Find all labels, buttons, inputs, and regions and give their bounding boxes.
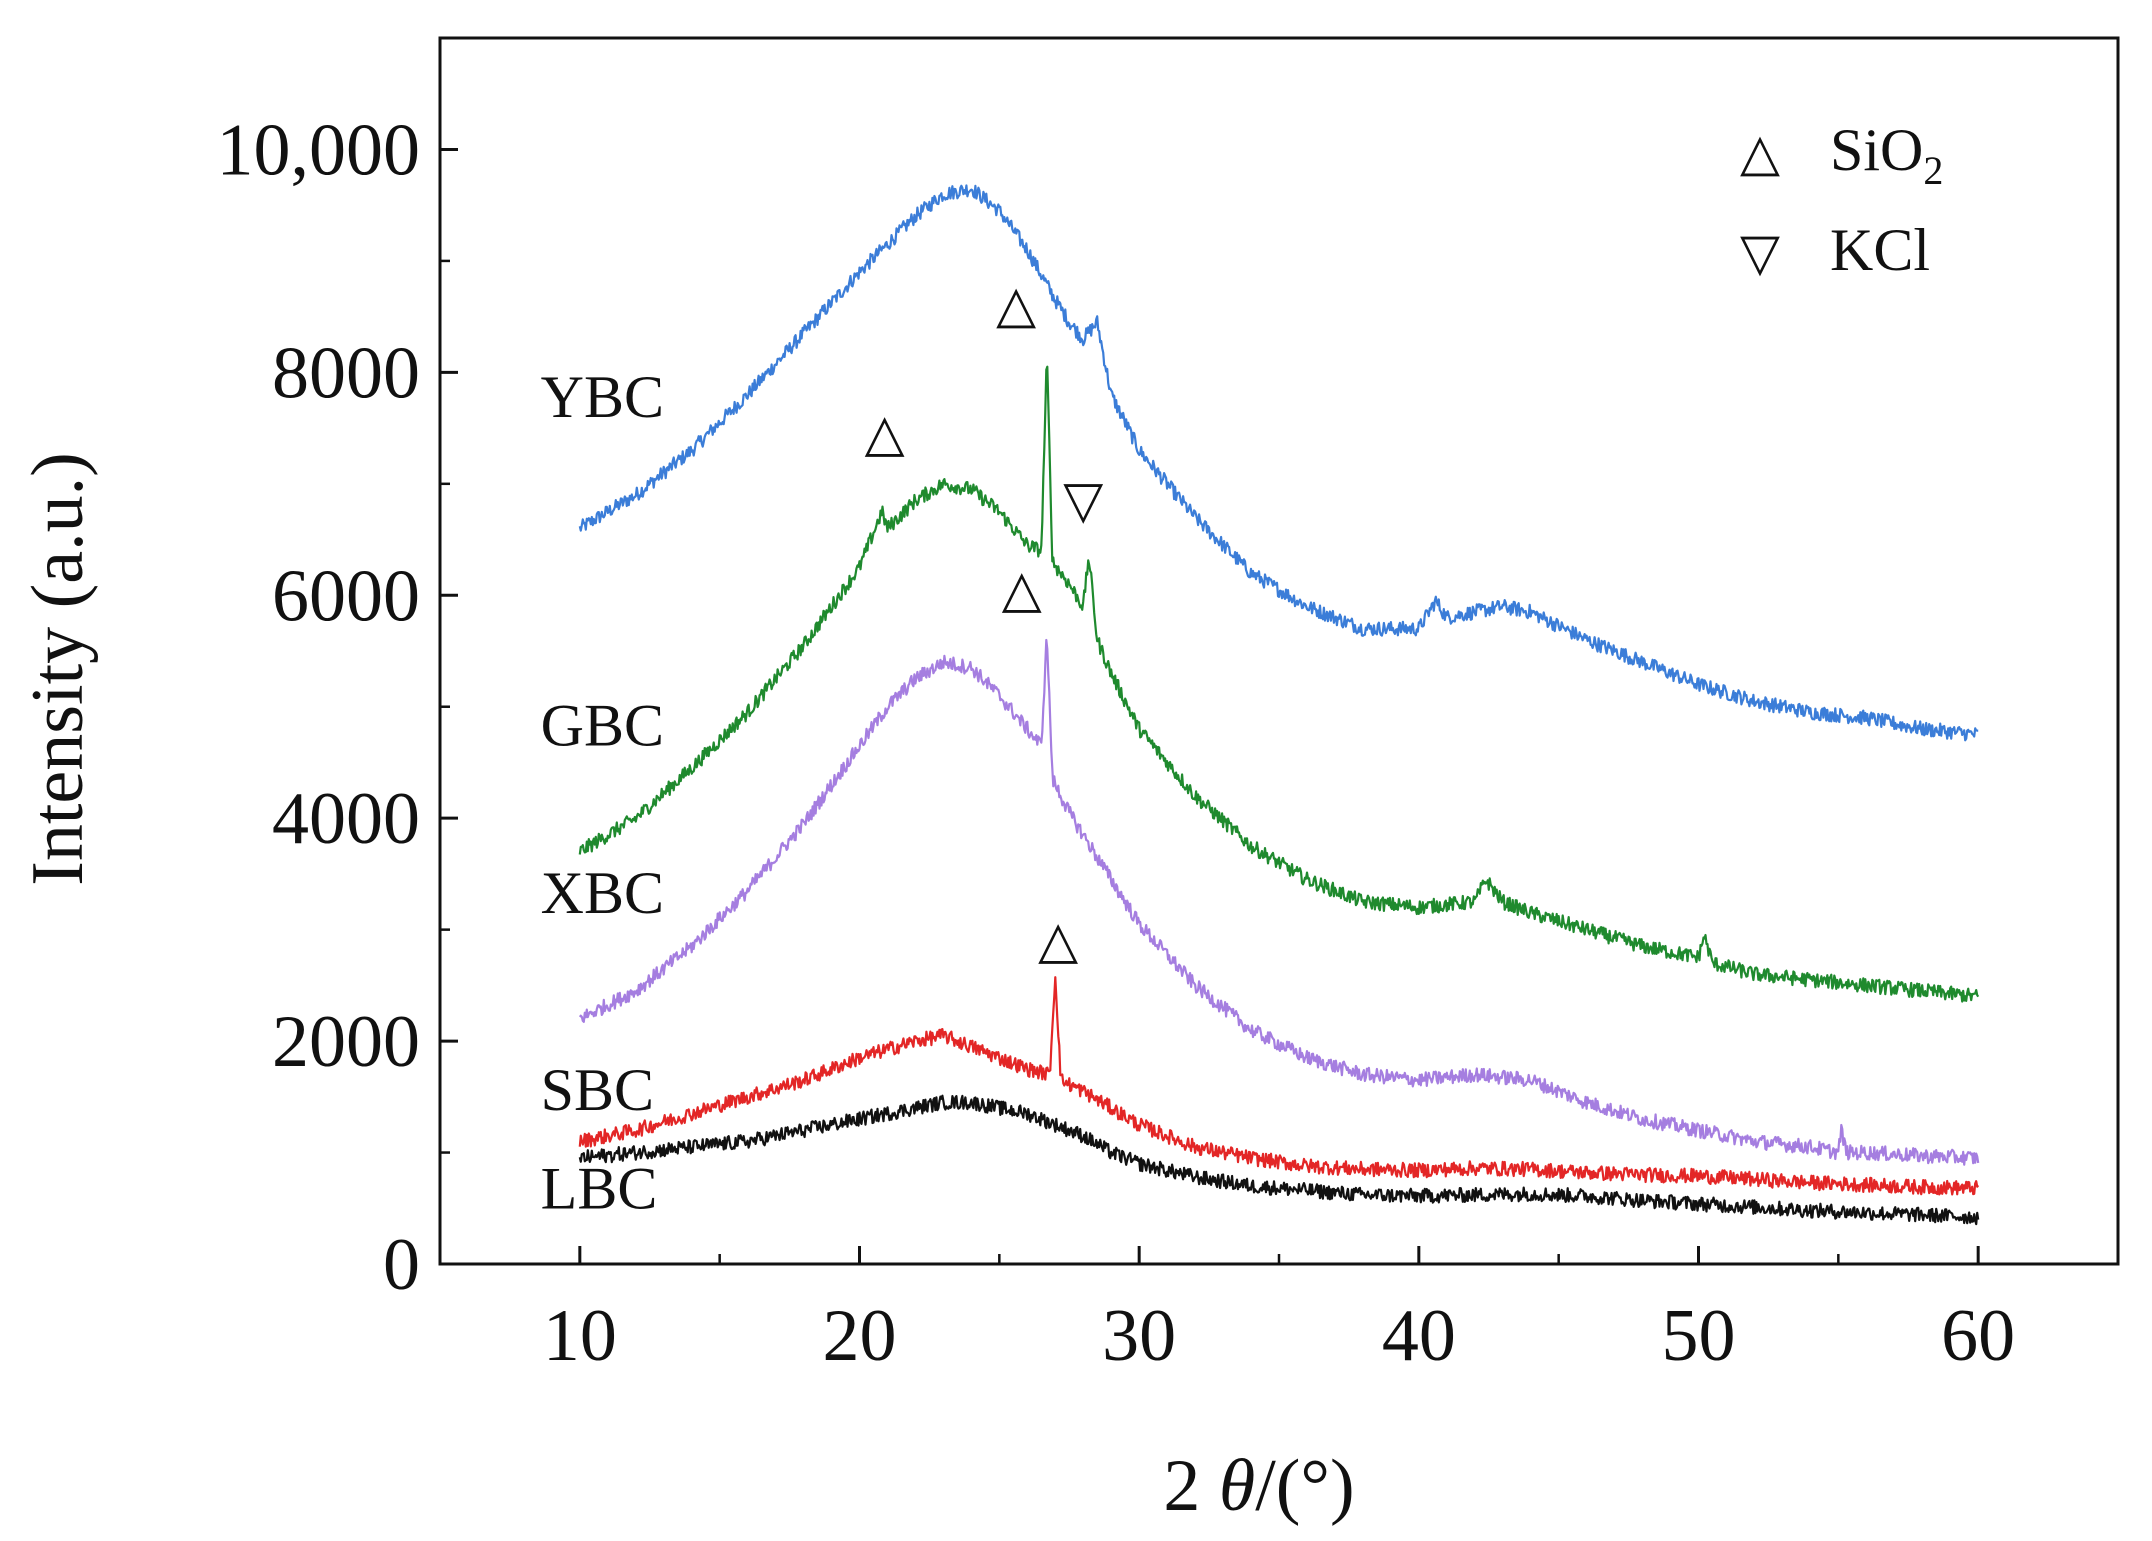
x-tick-label: 60: [1941, 1295, 2015, 1377]
x-tick-label: 10: [543, 1295, 617, 1377]
series-line-gbc: [578, 365, 1980, 1003]
axes: [438, 36, 2120, 1266]
labels: 10 20 30 40 50 60 0 2000 4000 6000 8000 10,000 Inten…: [17, 109, 2015, 1527]
x-tick-label: 40: [1382, 1295, 1456, 1377]
series-label-sbc: SBC: [541, 1057, 654, 1123]
kcl-peak-marker: ▽: [1063, 472, 1103, 529]
series-label-lbc: LBC: [541, 1155, 658, 1221]
series-line-xbc: [578, 638, 1980, 1166]
series-line-sbc: [578, 976, 1980, 1196]
y-tick-label: 4000: [272, 778, 420, 860]
y-tick-label: 8000: [272, 332, 420, 414]
y-tick-label: 0: [383, 1224, 420, 1306]
legend-label: KCl: [1830, 217, 1930, 283]
sio2-peak-marker: △: [996, 277, 1036, 334]
series-label-ybc: YBC: [541, 364, 664, 430]
series-label-xbc: XBC: [541, 860, 664, 926]
series-line-ybc: [578, 184, 1979, 742]
legend-symbol: ▽: [1740, 225, 1780, 282]
series-line-lbc: [578, 1094, 1980, 1226]
x-axis-title: 2 θ/(°): [1163, 1445, 1354, 1527]
sio2-peak-marker: △: [1002, 561, 1042, 618]
sio2-peak-marker: △: [1038, 913, 1078, 970]
x-tick-label: 30: [1102, 1295, 1176, 1377]
y-tick-label: 2000: [272, 1001, 420, 1083]
x-tick-label: 20: [823, 1295, 897, 1377]
sio2-peak-marker: △: [865, 405, 905, 462]
y-tick-label: 6000: [272, 555, 420, 637]
plot-area: [578, 184, 1980, 1226]
legend-label: SiO2: [1830, 117, 1943, 193]
legend-symbol: △: [1740, 125, 1780, 182]
x-tick-label: 50: [1662, 1295, 1736, 1377]
series-label-gbc: GBC: [541, 693, 664, 759]
y-tick-label: 10,000: [217, 109, 421, 191]
y-axis-title: Intensity (a.u.): [17, 452, 99, 886]
